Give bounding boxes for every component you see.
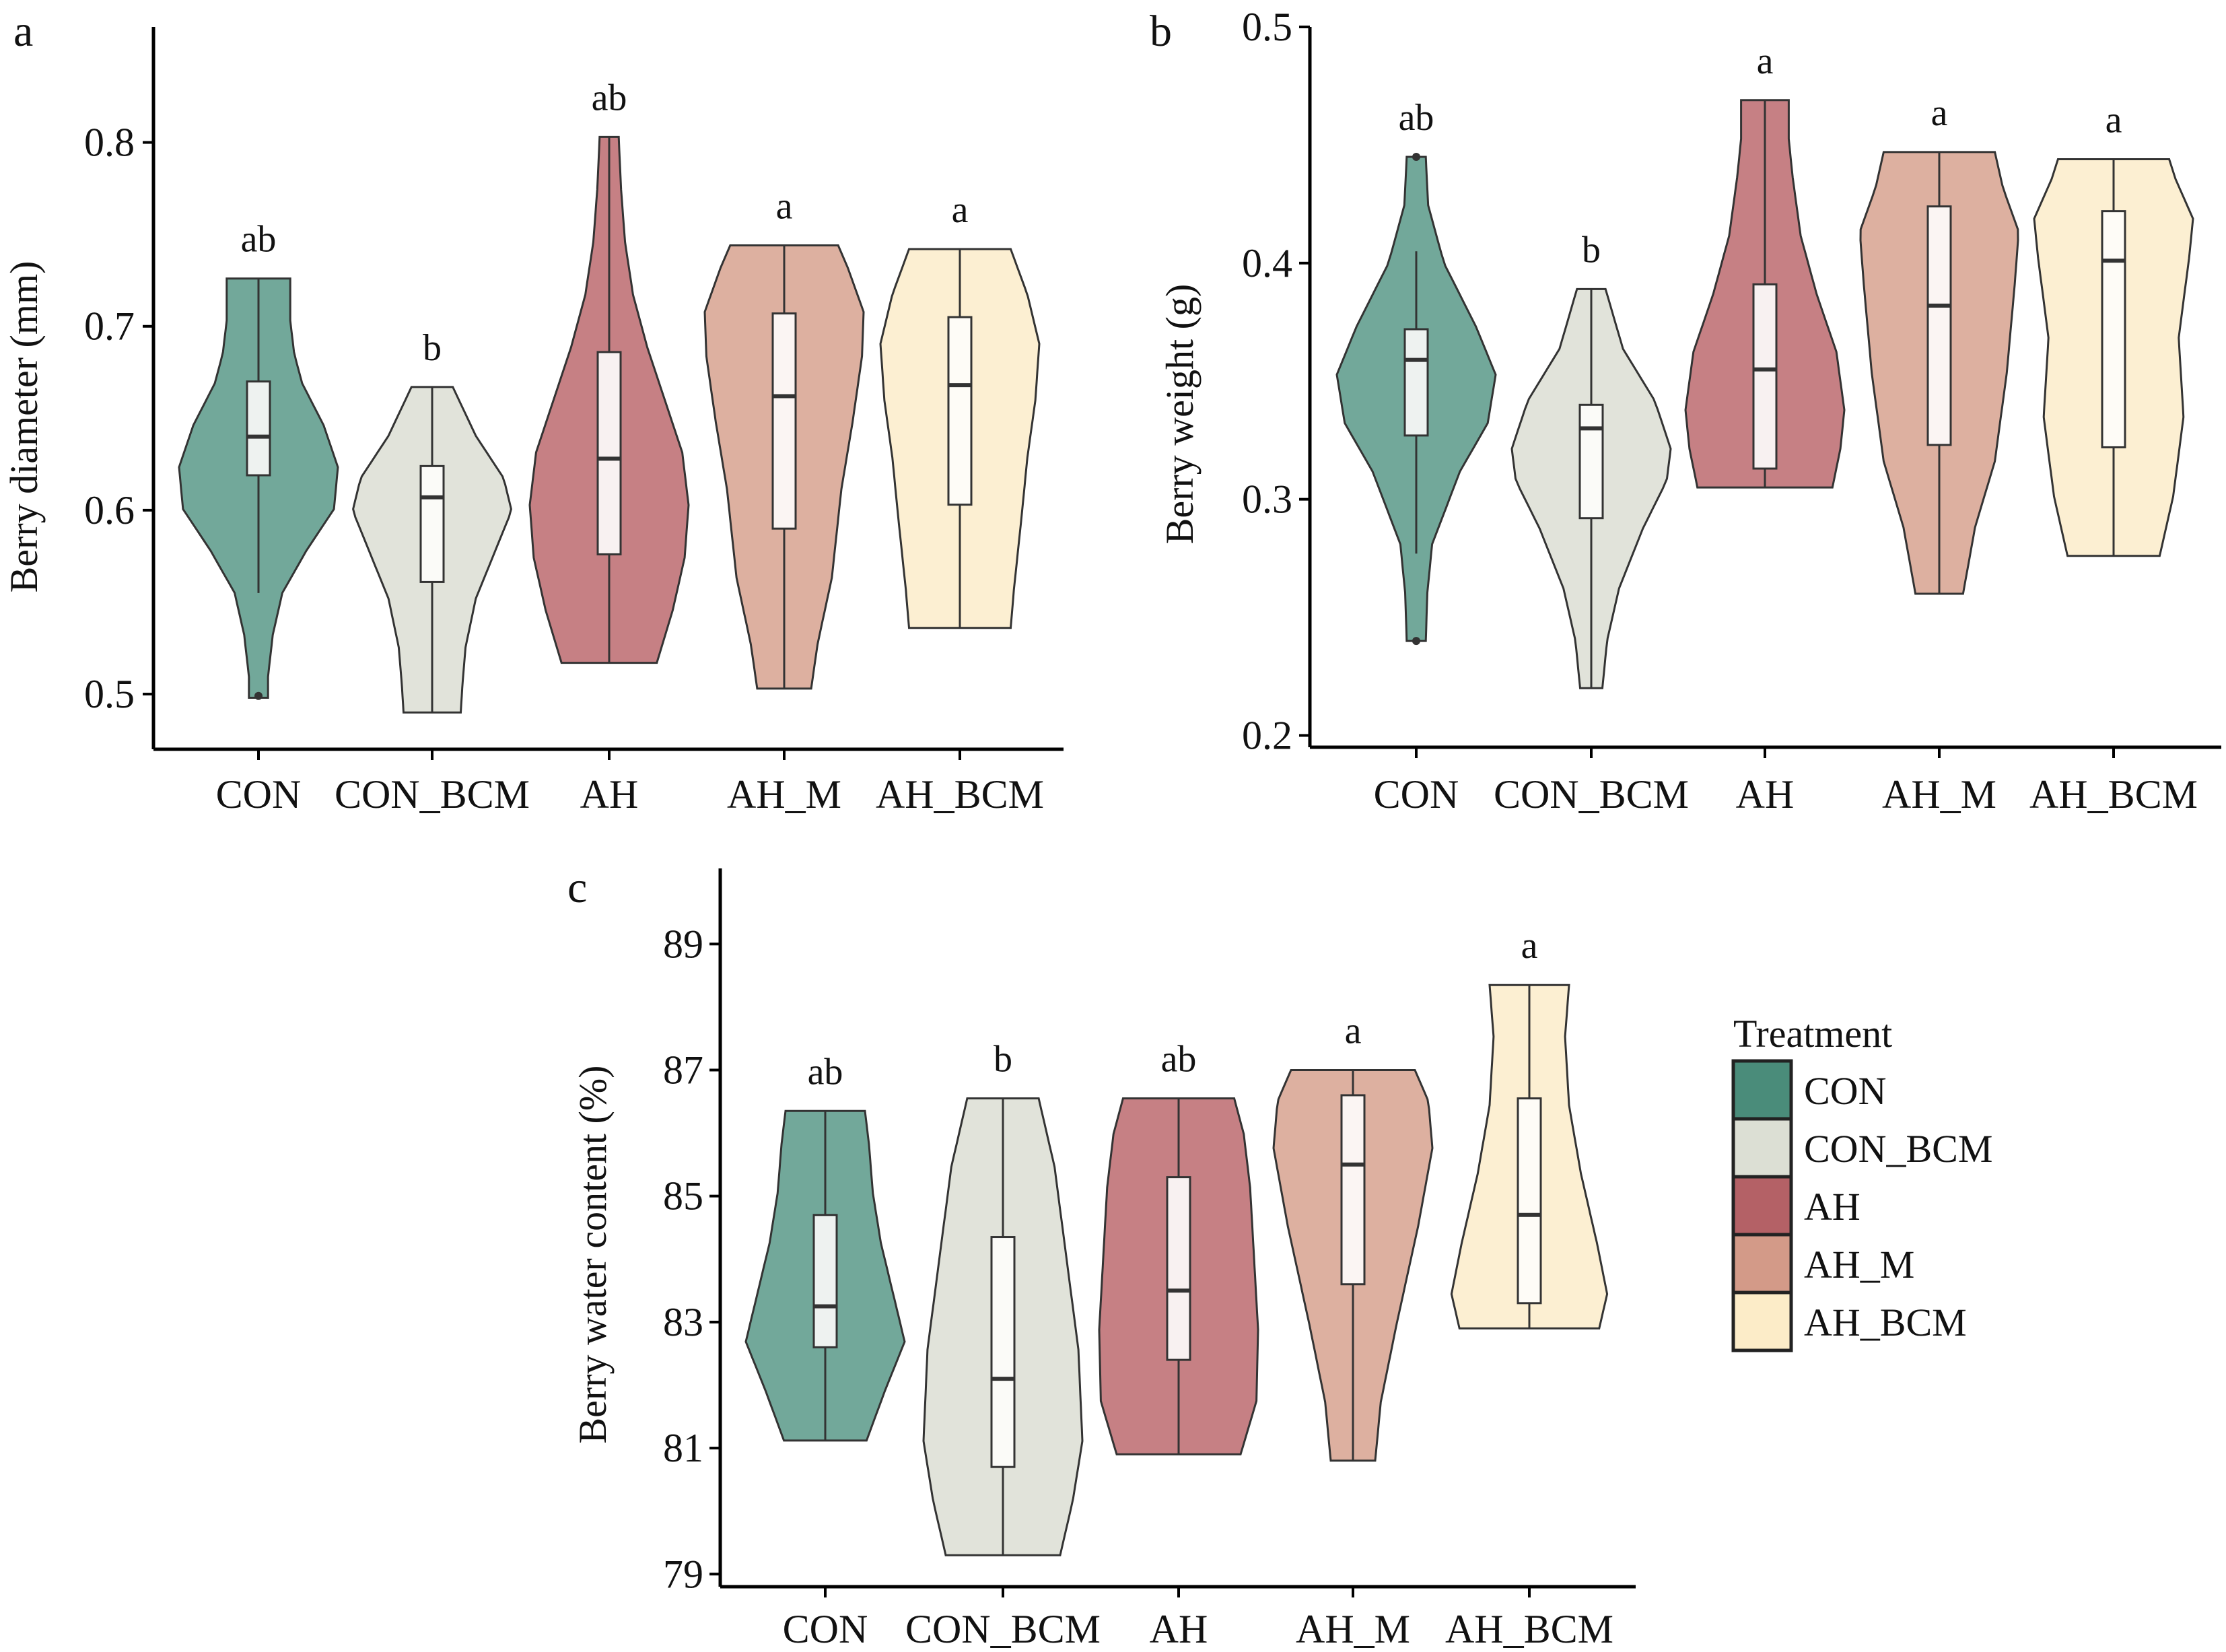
y-tick-label: 0.7	[84, 304, 135, 349]
legend-key-ah-m	[1731, 1233, 1793, 1295]
panel-a: a 0.5 0.6 0.7 0.8 Berry diameter (mm) ab CON b CO…	[2, 7, 1064, 817]
legend-key-ah	[1731, 1175, 1793, 1237]
y-tick-label: 0.6	[84, 488, 135, 532]
box	[1403, 328, 1429, 437]
x-tick-label: CON	[216, 772, 302, 817]
x-tick-label: AH	[1150, 1607, 1208, 1651]
y-axis-label: Berry weight (g)	[1158, 284, 1202, 545]
y-tick-label: 87	[663, 1048, 703, 1093]
box	[771, 312, 797, 530]
box	[990, 1236, 1016, 1468]
box	[812, 1214, 838, 1348]
x-tick-label: AH_BCM	[2029, 772, 2198, 817]
significance-letter: a	[2106, 99, 2122, 141]
x-tick-label: AH_M	[1296, 1607, 1410, 1651]
panel-label: a	[13, 7, 33, 56]
significance-letter: ab	[592, 77, 627, 118]
y-tick-label: 83	[663, 1300, 703, 1344]
outlier-point	[254, 691, 263, 700]
y-tick-label: 89	[663, 922, 703, 966]
x-tick-label: CON	[783, 1607, 868, 1651]
significance-letter: a	[1521, 925, 1538, 967]
significance-letter: a	[1931, 92, 1948, 134]
x-tick-label: CON_BCM	[905, 1607, 1101, 1651]
x-tick-label: AH_BCM	[876, 772, 1044, 817]
panel-label: c	[567, 863, 587, 912]
y-tick-label: 0.8	[84, 121, 135, 165]
x-tick-label: AH_BCM	[1445, 1607, 1613, 1651]
legend-label: CON_BCM	[1804, 1127, 1992, 1171]
legend-title: Treatment	[1733, 1012, 1892, 1056]
significance-letter: b	[994, 1039, 1012, 1080]
y-axis-label: Berry diameter (mm)	[2, 261, 46, 593]
y-tick-label: 81	[663, 1426, 703, 1470]
x-tick-label: CON	[1374, 772, 1459, 817]
y-axis-label: Berry water content (%)	[571, 1065, 615, 1443]
legend-label: AH	[1804, 1185, 1860, 1229]
significance-letter: ab	[1161, 1039, 1197, 1080]
box	[2101, 210, 2126, 448]
panel-b: b 0.2 0.3 0.4 0.5 Berry weight (g) ab CON b CON_B…	[1150, 5, 2221, 817]
significance-letter: a	[776, 186, 793, 228]
y-tick-label: 0.3	[1242, 477, 1292, 522]
panel-label: b	[1150, 7, 1172, 56]
box	[1517, 1097, 1542, 1305]
x-tick-label: AH	[1736, 772, 1795, 817]
legend: Treatment CON CON_BCM AH AH_M AH_BCM	[1731, 1012, 1992, 1352]
x-tick-label: CON_BCM	[1494, 772, 1689, 817]
legend-label: AH_M	[1804, 1243, 1914, 1286]
box	[1752, 283, 1778, 470]
significance-letter: a	[952, 189, 969, 231]
box	[1578, 403, 1604, 520]
significance-letter: a	[1345, 1010, 1362, 1052]
significance-letter: ab	[1399, 97, 1434, 139]
box	[596, 351, 622, 555]
legend-key-ah-bcm	[1731, 1290, 1793, 1352]
y-tick-label: 0.2	[1242, 713, 1292, 757]
significance-letter: b	[423, 327, 442, 369]
significance-letter: a	[1757, 40, 1774, 82]
x-tick-label: AH	[580, 772, 639, 817]
significance-letter: ab	[808, 1051, 843, 1093]
y-tick-label: 0.5	[1242, 5, 1292, 49]
y-tick-label: 79	[663, 1552, 703, 1596]
x-tick-label: AH_M	[727, 772, 841, 817]
legend-key-con-bcm	[1731, 1117, 1793, 1179]
y-tick-label: 85	[663, 1174, 703, 1218]
legend-label: AH_BCM	[1804, 1301, 1967, 1344]
box	[246, 380, 271, 477]
significance-letter: b	[1582, 229, 1601, 271]
y-tick-label: 0.5	[84, 672, 135, 716]
box	[1340, 1094, 1366, 1286]
significance-letter: ab	[241, 219, 277, 261]
y-tick-label: 0.4	[1242, 241, 1292, 285]
box	[947, 316, 973, 506]
legend-label: CON	[1804, 1069, 1886, 1113]
box	[1166, 1176, 1191, 1361]
x-tick-label: CON_BCM	[335, 772, 530, 817]
x-tick-label: AH_M	[1882, 772, 1996, 817]
box	[419, 464, 445, 583]
legend-key-con	[1731, 1059, 1793, 1121]
outlier-point	[1412, 152, 1420, 161]
box	[1926, 205, 1952, 446]
outlier-point	[1412, 637, 1420, 646]
